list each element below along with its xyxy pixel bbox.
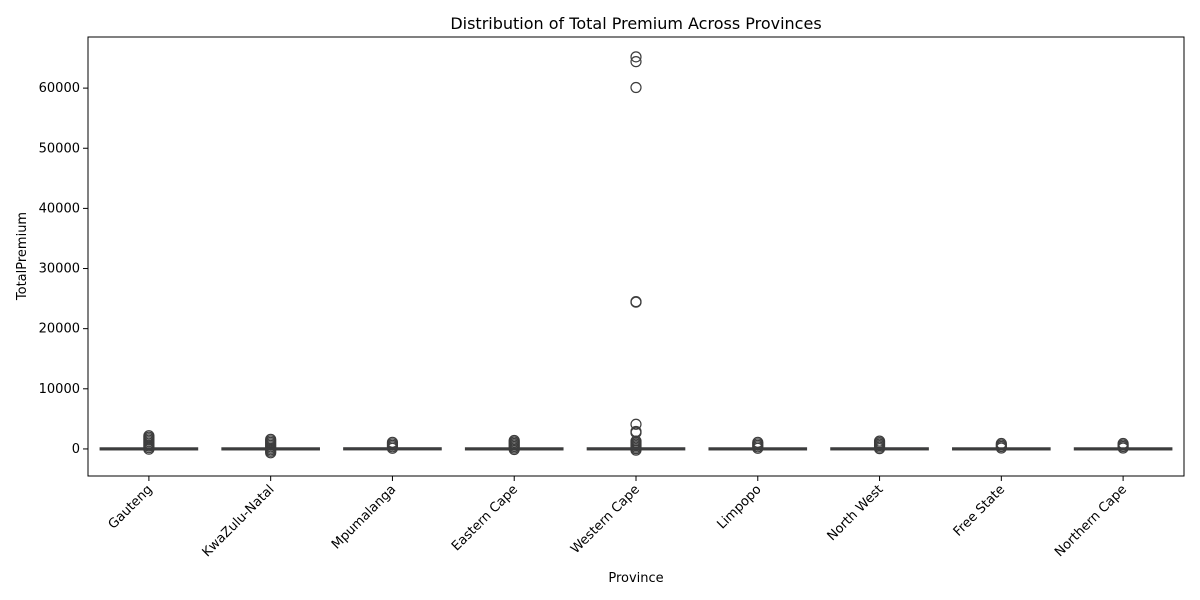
box-northern-cape	[1073, 437, 1173, 454]
y-tick-label: 20000	[39, 322, 80, 337]
y-tick-label: 30000	[39, 262, 80, 277]
chart-title: Distribution of Total Premium Across Pro…	[450, 14, 821, 33]
outlier-point	[630, 56, 642, 68]
x-tick-label: Western Cape	[568, 482, 643, 557]
outlier-point	[630, 425, 642, 438]
x-tick-label: Gauteng	[106, 482, 156, 532]
x-tick-label: Limpopo	[714, 482, 764, 532]
x-axis: Gauteng KwaZulu-Natal Mpumalanga Eastern Ca…	[106, 476, 1130, 560]
x-tick-label: Eastern Cape	[449, 482, 521, 554]
x-tick-label: Northern Cape	[1052, 482, 1130, 560]
y-axis: 0 10000 20000 30000 40000 50000 60000	[39, 81, 88, 457]
box-mpumalanga	[343, 436, 442, 454]
box-western-cape	[586, 51, 686, 456]
plot-area	[99, 51, 1173, 459]
x-tick-label: Mpumalanga	[329, 482, 399, 552]
outlier-point	[630, 81, 642, 94]
box-gauteng	[99, 430, 199, 455]
box-eastern-cape	[464, 434, 564, 456]
box-free-state	[952, 437, 1051, 454]
x-tick-label: Free State	[951, 482, 1008, 539]
y-tick-label: 0	[72, 442, 80, 457]
box-north-west	[830, 435, 929, 455]
y-axis-label: TotalPremium	[15, 212, 30, 301]
box-limpopo	[708, 436, 808, 454]
box-kwazulu-natal	[221, 433, 320, 459]
y-tick-label: 10000	[39, 382, 80, 397]
y-tick-label: 40000	[39, 201, 80, 216]
x-tick-label: KwaZulu-Natal	[200, 482, 278, 560]
outlier-point	[630, 296, 642, 308]
outlier-point	[630, 51, 642, 63]
outlier-point	[630, 418, 642, 430]
x-axis-label: Province	[608, 571, 663, 586]
y-tick-label: 60000	[39, 81, 80, 96]
y-tick-label: 50000	[39, 141, 80, 156]
x-tick-label: North West	[825, 482, 887, 544]
plot-frame	[87, 36, 1185, 477]
